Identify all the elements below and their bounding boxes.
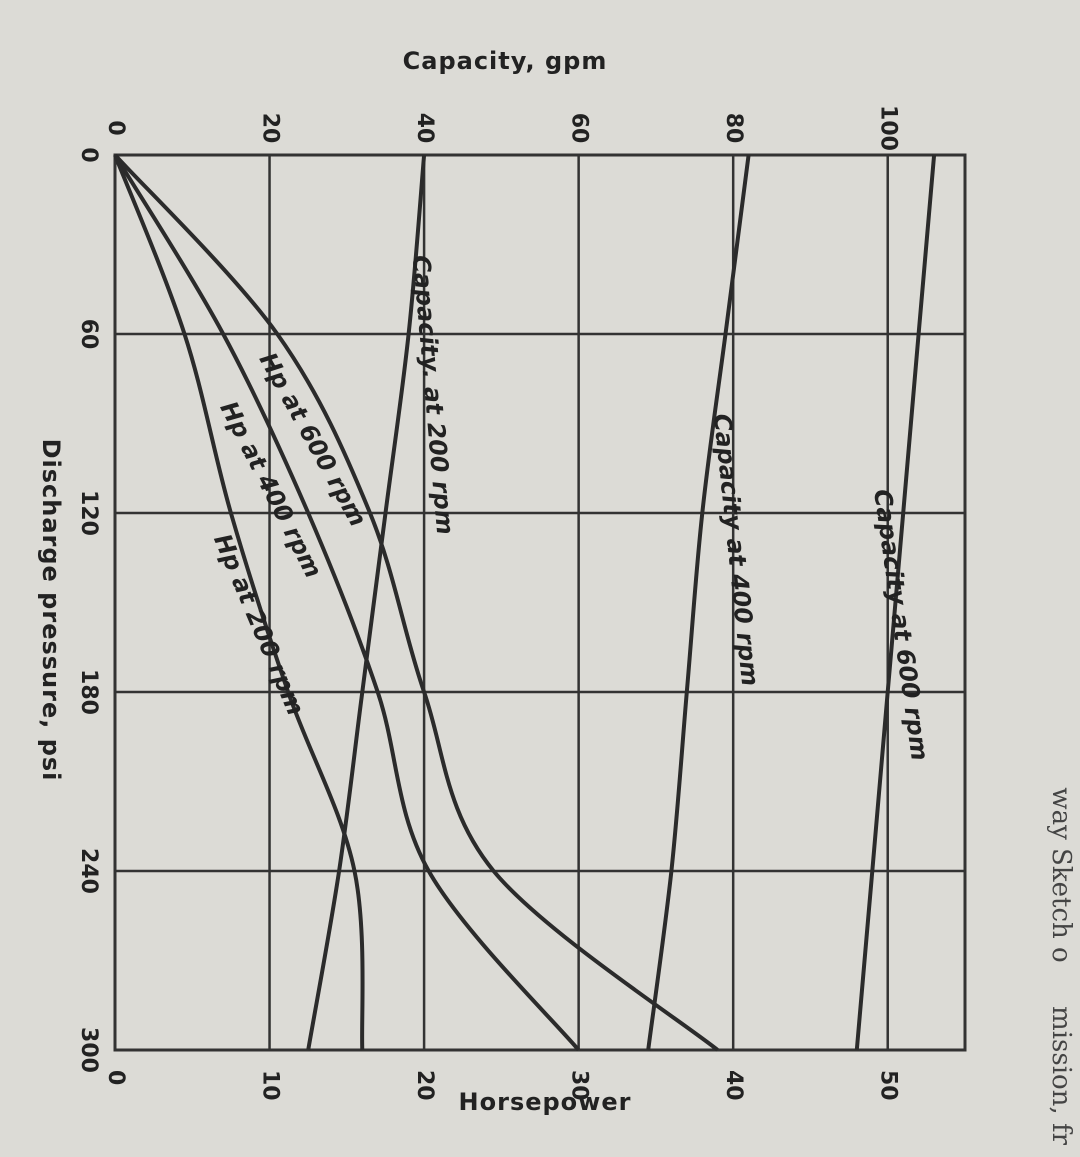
pressure-tick-label-1: 60 bbox=[76, 319, 101, 350]
series-line-3 bbox=[113, 153, 719, 1052]
capacity-axis-title: Capacity, gpm bbox=[403, 47, 608, 75]
capacity-tick-label-2: 40 bbox=[412, 113, 437, 144]
series-line-2 bbox=[306, 154, 427, 1051]
series-label-2: Capacity. at 200 rpm bbox=[407, 254, 459, 536]
series-line-5 bbox=[113, 154, 365, 1051]
pressure-tick-label-0: 0 bbox=[76, 147, 101, 162]
capacity-tick-label-5: 100 bbox=[876, 105, 901, 151]
hp-tick-label-4: 40 bbox=[721, 1070, 746, 1101]
capacity-tick-label-4: 80 bbox=[721, 113, 746, 144]
pressure-tick-label-2: 120 bbox=[76, 490, 101, 536]
series-line-0 bbox=[854, 154, 937, 1051]
pressure-tick-label-5: 300 bbox=[76, 1027, 101, 1073]
series-line-1 bbox=[646, 154, 751, 1051]
hp-tick-label-1: 10 bbox=[258, 1070, 283, 1101]
series-label-1: Capacity at 400 rpm bbox=[708, 412, 764, 687]
pressure-axis-title: Discharge pressure, psi bbox=[37, 439, 65, 782]
page-edge-text-top: way Sketch o bbox=[1046, 787, 1076, 962]
plot-area bbox=[113, 153, 967, 1052]
pressure-tick-label-4: 240 bbox=[76, 848, 101, 894]
hp-tick-label-3: 30 bbox=[567, 1070, 592, 1101]
capacity-tick-label-3: 60 bbox=[567, 113, 592, 144]
capacity-tick-label-1: 20 bbox=[258, 113, 283, 144]
series-label-0: Capacity at 600 rpm bbox=[868, 487, 934, 762]
series-line-4 bbox=[113, 153, 581, 1052]
horsepower-axis-title: Horsepower bbox=[459, 1088, 632, 1116]
pressure-tick-label-3: 180 bbox=[76, 669, 101, 715]
page-edge-text-bottom: mission, fr bbox=[1046, 1006, 1076, 1146]
hp-tick-label-5: 50 bbox=[876, 1070, 901, 1101]
capacity-tick-label-0: 0 bbox=[103, 120, 128, 135]
hp-tick-label-2: 20 bbox=[412, 1070, 437, 1101]
hp-tick-label-0: 0 bbox=[103, 1070, 128, 1085]
